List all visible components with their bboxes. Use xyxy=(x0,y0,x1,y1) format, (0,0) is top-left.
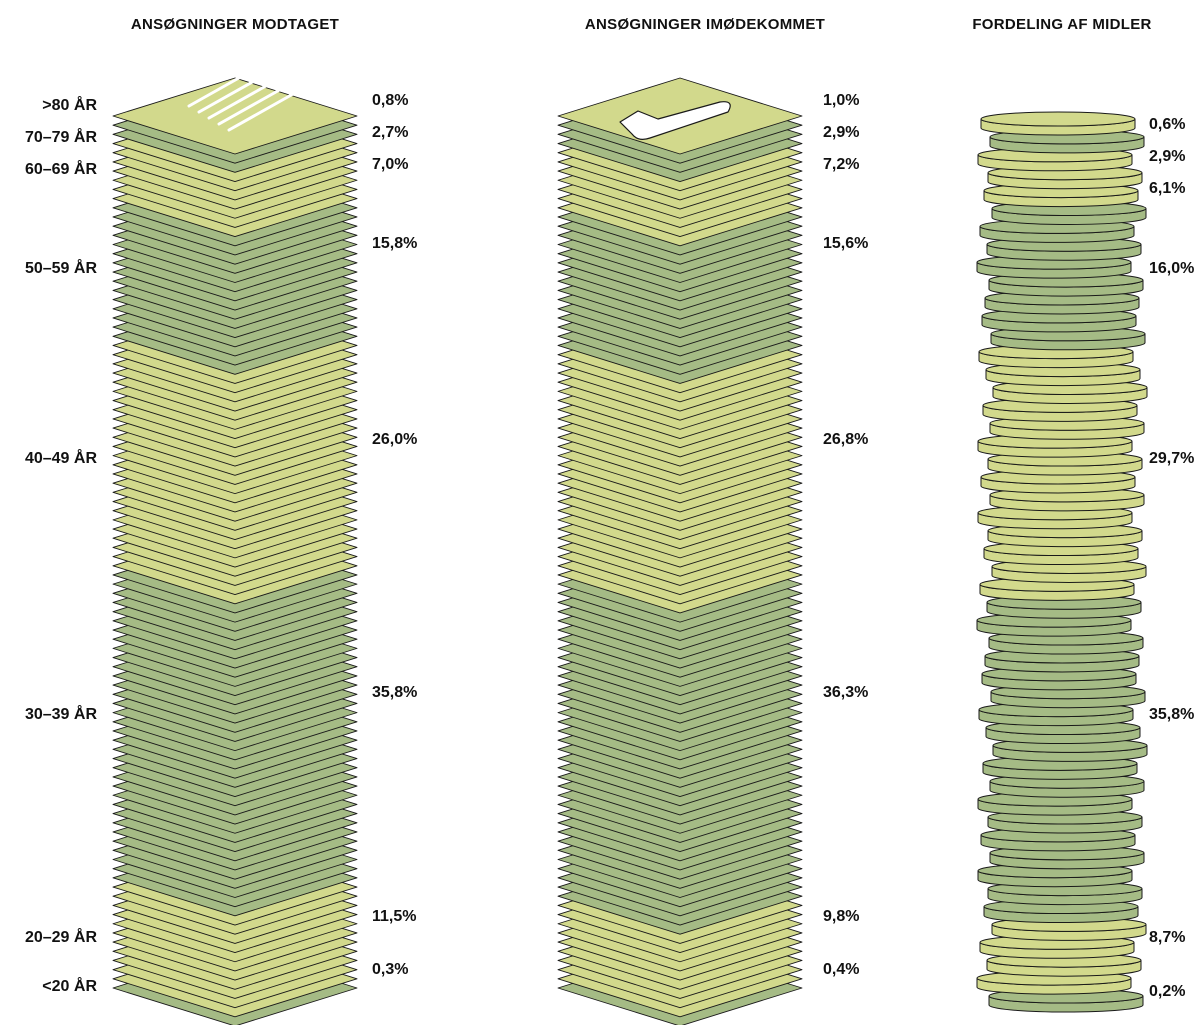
value-label: 0,3% xyxy=(372,961,408,978)
value-label: 8,7% xyxy=(1149,929,1185,946)
value-label: 9,8% xyxy=(823,908,859,925)
value-label: 26,8% xyxy=(823,431,868,448)
age-label: <20 ÅR xyxy=(42,976,97,995)
value-label: 15,8% xyxy=(372,235,417,252)
age-label: 50–59 ÅR xyxy=(25,258,97,277)
value-label: 26,0% xyxy=(372,431,417,448)
value-label: 0,2% xyxy=(1149,983,1185,1000)
value-label: 35,8% xyxy=(372,684,417,701)
value-label: 0,6% xyxy=(1149,116,1185,133)
age-label: 40–49 ÅR xyxy=(25,448,97,467)
value-label: 11,5% xyxy=(372,908,416,925)
value-label: 16,0% xyxy=(1149,260,1194,277)
value-label: 2,9% xyxy=(823,124,859,141)
value-label: 0,4% xyxy=(823,961,859,978)
chart-title-funds: FORDELING AF MIDLER xyxy=(972,16,1151,33)
stack-funds-distribution xyxy=(976,111,1148,1013)
value-label: 2,7% xyxy=(372,124,408,141)
value-label: 0,8% xyxy=(372,92,408,109)
value-label: 7,2% xyxy=(823,156,859,173)
checkmark-icon xyxy=(619,101,731,140)
chart-title-granted: ANSØGNINGER IMØDEKOMMET xyxy=(585,16,825,33)
document-lines-icon xyxy=(187,68,295,132)
value-label: 29,7% xyxy=(1149,450,1194,467)
value-label: 1,0% xyxy=(823,92,859,109)
value-label: 7,0% xyxy=(372,156,408,173)
value-label: 15,6% xyxy=(823,235,868,252)
age-label: 20–29 ÅR xyxy=(25,927,97,946)
age-label: 30–39 ÅR xyxy=(25,704,97,723)
age-label: >80 ÅR xyxy=(42,95,97,114)
age-label: 70–79 ÅR xyxy=(25,127,97,146)
age-label: 60–69 ÅR xyxy=(25,159,97,178)
coin xyxy=(984,648,1140,673)
coin xyxy=(980,111,1136,136)
value-label: 2,9% xyxy=(1149,148,1185,165)
stack-applications-granted xyxy=(557,77,803,1025)
value-label: 35,8% xyxy=(1149,706,1194,723)
value-label: 6,1% xyxy=(1149,180,1185,197)
chart-title-received: ANSØGNINGER MODTAGET xyxy=(131,16,339,33)
stack-applications-received xyxy=(112,68,358,1025)
value-label: 36,3% xyxy=(823,684,868,701)
